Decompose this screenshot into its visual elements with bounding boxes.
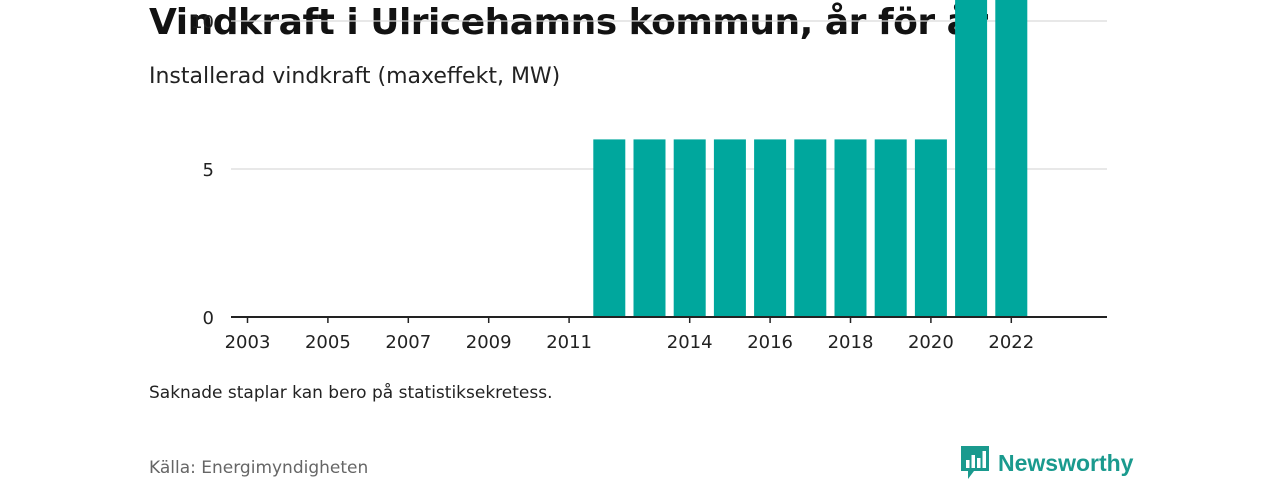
y-tick-label: 5 [203, 160, 214, 181]
bar [914, 139, 947, 317]
x-tick-label: 2009 [466, 332, 512, 353]
bar [995, 0, 1028, 318]
bar [673, 139, 706, 317]
x-tick-label: 2011 [546, 332, 592, 353]
brand-logo[interactable]: Newsworthy [961, 446, 1133, 480]
bar [754, 139, 787, 317]
bar [633, 139, 666, 317]
x-tick-label: 2003 [225, 332, 271, 353]
bar [955, 0, 988, 318]
x-tick-label: 2016 [747, 332, 793, 353]
y-tick-label: 0 [203, 308, 214, 329]
bar [593, 139, 626, 317]
y-tick-label: 10 [191, 12, 214, 33]
x-tick-label: 2007 [385, 332, 431, 353]
newsworthy-logo-icon [961, 446, 989, 479]
x-tick-label: 2018 [828, 332, 874, 353]
x-tick-label: 2020 [908, 332, 954, 353]
chart-note: Saknade staplar kan bero på statistiksek… [149, 383, 553, 403]
x-tick-label: 2005 [305, 332, 351, 353]
bar [794, 139, 827, 317]
x-tick-label: 2014 [667, 332, 713, 353]
source-credit: Källa: Energimyndigheten [149, 458, 369, 478]
bar [713, 139, 746, 317]
bar [834, 139, 867, 317]
chart-title: Vindkraft i Ulricehamns kommun, år för å… [149, 2, 988, 43]
x-tick-label: 2022 [988, 332, 1034, 353]
bar [874, 139, 907, 317]
brand-name: Newsworthy [998, 449, 1134, 476]
chart-subtitle: Installerad vindkraft (maxeffekt, MW) [149, 64, 561, 89]
